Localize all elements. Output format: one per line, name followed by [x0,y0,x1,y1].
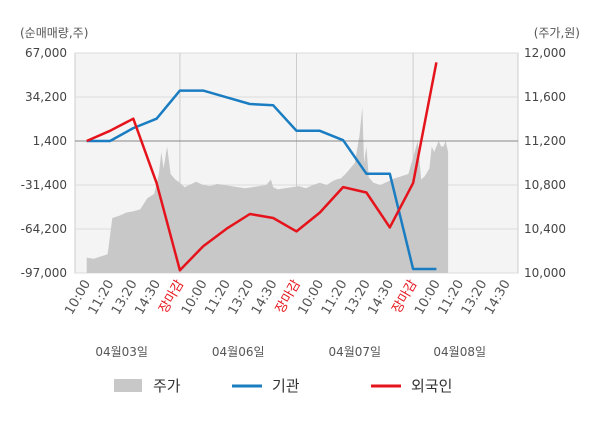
left-tick-label: -64,200 [21,222,67,236]
right-tick-label: 10,400 [524,222,566,236]
institution-line [86,89,437,271]
left-axis-ticks: 67,000 34,200 1,400 -31,400 -64,200 -97,000 [21,46,67,280]
institution-line-series [86,89,437,271]
legend: 주가 기관 외국인 [114,377,452,395]
date-labels: 04월03일 04월06일 04월07일 04월08일 [95,345,486,359]
price-area [86,106,449,274]
date-label: 04월07일 [328,345,381,359]
left-axis-unit: (순매매량,주) [20,26,88,40]
right-tick-label: 10,000 [524,266,566,280]
right-tick-label: 12,000 [524,46,566,60]
price-area-series [86,106,449,274]
left-tick-label: 1,400 [33,134,67,148]
left-tick-label: -97,000 [21,266,67,280]
right-tick-label: 11,200 [524,134,566,148]
left-tick-label: 34,200 [25,90,67,104]
date-label: 04월06일 [212,345,265,359]
date-label: 04월03일 [95,345,148,359]
left-tick-label: -31,400 [21,178,67,192]
legend-label-foreign: 외국인 [411,377,452,395]
right-axis-unit: (주가,원) [534,26,580,40]
legend-swatch-price [114,379,142,392]
right-tick-label: 11,600 [524,90,566,104]
date-label: 04월08일 [433,345,486,359]
legend-label-price: 주가 [153,377,181,395]
left-tick-label: 67,000 [25,46,67,60]
legend-label-institution: 기관 [272,377,300,395]
right-tick-label: 10,800 [524,178,566,192]
foreign-line [86,62,438,272]
foreign-line-series [86,62,438,272]
right-axis-ticks: 12,000 11,600 11,200 10,800 10,400 10,000 [524,46,566,280]
